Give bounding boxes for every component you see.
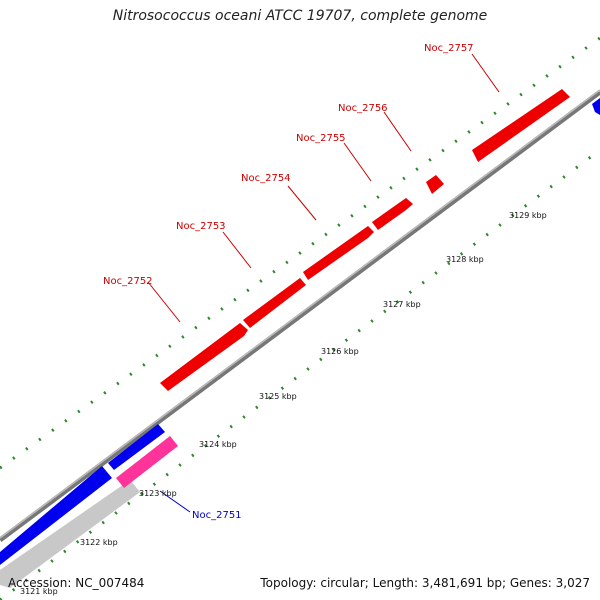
tick-label-3123: 3123 kbp bbox=[139, 489, 177, 498]
tick-label-3122: 3122 kbp bbox=[80, 538, 118, 547]
gene-arrow-noc-2755 bbox=[372, 198, 413, 230]
accession-text: Accession: NC_007484 bbox=[8, 576, 145, 590]
tick-label-3124: 3124 kbp bbox=[199, 440, 237, 449]
gene-label-noc-2754: Noc_2754 bbox=[241, 173, 291, 184]
gene-arrow-blue-edge bbox=[592, 98, 600, 115]
page-title: Nitrosococcus oceani ATCC 19707, complet… bbox=[112, 8, 488, 24]
label-leaders bbox=[147, 53, 500, 513]
outer-dotted-ring bbox=[0, 36, 600, 470]
gene-arrow-blue-2 bbox=[0, 466, 112, 565]
gene-arrow-noc-2752 bbox=[160, 323, 248, 391]
gene-arrow-noc-2753 bbox=[243, 278, 306, 328]
gene-label-noc-2755: Noc_2755 bbox=[296, 133, 346, 144]
gene-label-noc-2752: Noc_2752 bbox=[103, 276, 153, 287]
tick-label-3129: 3129 kbp bbox=[509, 211, 547, 220]
tick-label-3128: 3128 kbp bbox=[446, 255, 484, 264]
gene-arrow-noc-2754 bbox=[303, 226, 374, 280]
backbone-line bbox=[0, 89, 600, 543]
gene-arrow-noc-2751 bbox=[108, 424, 165, 470]
gene-arrow-noc-2757 bbox=[472, 89, 570, 162]
tick-label-3125: 3125 kbp bbox=[259, 392, 297, 401]
gene-arrow-noc-2756 bbox=[426, 175, 444, 194]
gene-label-noc-2751: Noc_2751 bbox=[192, 510, 242, 521]
reverse-genes bbox=[0, 98, 600, 565]
gene-label-noc-2753: Noc_2753 bbox=[176, 221, 226, 232]
tick-label-3126: 3126 kbp bbox=[321, 347, 359, 356]
inner-dotted-ring bbox=[0, 148, 600, 600]
rna-arrow bbox=[116, 436, 178, 488]
tick-label-3127: 3127 kbp bbox=[383, 300, 421, 309]
gene-label-noc-2756: Noc_2756 bbox=[338, 103, 388, 114]
backbone-highlight bbox=[0, 89, 600, 539]
forward-genes bbox=[160, 89, 570, 391]
rna-lane bbox=[0, 480, 140, 588]
genome-summary-text: Topology: circular; Length: 3,481,691 bp… bbox=[260, 576, 590, 590]
tick-label-3121: 3121 kbp bbox=[20, 587, 58, 596]
gene-label-noc-2757: Noc_2757 bbox=[424, 43, 474, 54]
